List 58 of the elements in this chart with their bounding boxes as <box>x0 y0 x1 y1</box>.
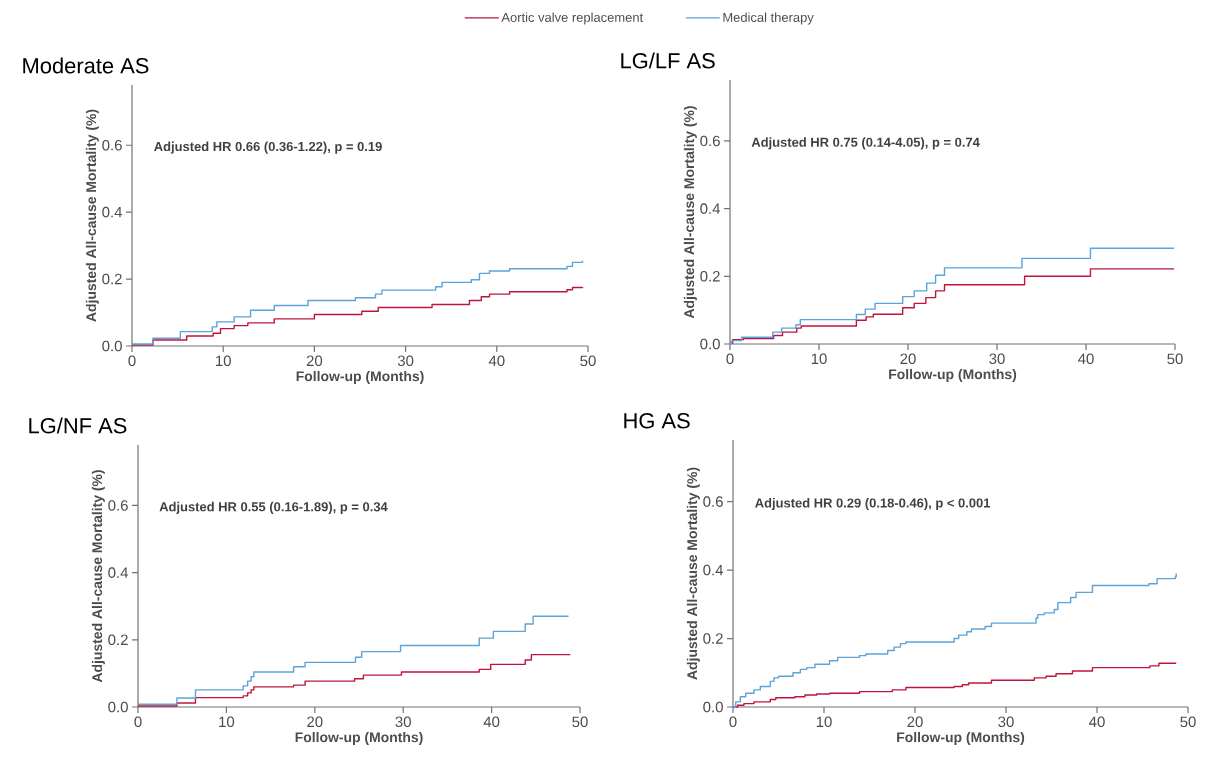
x-tick-label: 0 <box>726 353 734 365</box>
chart-title: LG/NF AS <box>29 417 127 434</box>
annotation: Adjusted HR 0.75 (0.14-4.05), p = 0.74 <box>751 137 980 150</box>
y-tick-label: 0.0 <box>700 338 720 350</box>
chart-title: LG/LF AS <box>621 52 715 69</box>
x-tick-label: 20 <box>306 355 323 367</box>
x-axis-title: Follow-up (Months) <box>889 368 1017 382</box>
x-tick-label: 10 <box>216 355 231 367</box>
y-tick-label: 0.4 <box>700 203 721 214</box>
x-tick-label: 10 <box>219 716 235 728</box>
chart-title: Moderate AS <box>23 57 149 74</box>
y-tick-label: 0.4 <box>102 206 123 218</box>
annotation: Adjusted HR 0.66 (0.36-1.22), p = 0.19 <box>154 141 382 154</box>
annotation: Adjusted HR 0.29 (0.18-0.46), p < 0.001 <box>755 498 991 511</box>
x-axis-title: Follow-up (Months) <box>296 370 424 384</box>
x-tick-label: 30 <box>998 716 1014 728</box>
x-tick-label: 30 <box>989 353 1005 365</box>
x-tick-label: 20 <box>307 716 323 728</box>
x-tick-label: 10 <box>816 716 832 728</box>
x-tick-label: 20 <box>900 353 916 365</box>
x-tick-label: 0 <box>128 355 136 367</box>
y-tick-label: 0.4 <box>108 567 129 578</box>
x-tick-label: 50 <box>1167 353 1183 365</box>
y-tick-label: 0.0 <box>108 701 128 713</box>
y-tick-label: 0.2 <box>700 271 720 282</box>
y-tick-label: 0.2 <box>102 273 122 285</box>
chart-title: HG AS <box>624 412 690 429</box>
x-axis-title: Follow-up (Months) <box>295 731 423 745</box>
y-axis-title: Adjusted All-cause Mortality (%) <box>91 470 105 683</box>
y-tick-label: 0.0 <box>102 340 122 352</box>
y-tick-label: 0.6 <box>703 496 723 507</box>
x-tick-label: 10 <box>811 353 827 365</box>
y-tick-label: 0.6 <box>108 500 128 511</box>
x-tick-label: 50 <box>1180 716 1196 728</box>
y-axis-title: Adjusted All-cause Mortality (%) <box>686 467 700 680</box>
y-tick-label: 0.4 <box>703 564 724 576</box>
x-tick-label: 40 <box>1078 353 1094 365</box>
x-tick-label: 30 <box>397 355 414 367</box>
x-tick-label: 40 <box>483 716 500 728</box>
x-tick-label: 30 <box>395 716 411 728</box>
x-tick-label: 20 <box>907 716 923 728</box>
x-tick-label: 0 <box>729 716 737 728</box>
x-tick-label: 40 <box>1089 716 1105 728</box>
y-tick-label: 0.6 <box>700 135 720 147</box>
y-axis-title: Adjusted All-cause Mortality (%) <box>683 106 697 319</box>
x-axis-title: Follow-up (Months) <box>897 731 1025 745</box>
y-tick-label: 0.2 <box>108 634 128 646</box>
x-tick-label: 50 <box>580 355 596 367</box>
y-tick-label: 0.2 <box>703 633 723 644</box>
legend-label: Aortic valve replacement <box>501 12 644 25</box>
legend-label: Medical therapy <box>723 12 814 25</box>
annotation: Adjusted HR 0.55 (0.16-1.89), p = 0.34 <box>159 501 388 514</box>
y-tick-label: 0.0 <box>703 701 723 713</box>
y-axis-title: Adjusted All-cause Mortality (%) <box>85 109 99 322</box>
x-tick-label: 0 <box>134 716 142 728</box>
x-tick-label: 40 <box>488 355 505 367</box>
x-tick-label: 50 <box>572 716 588 728</box>
y-tick-label: 0.6 <box>102 139 122 151</box>
